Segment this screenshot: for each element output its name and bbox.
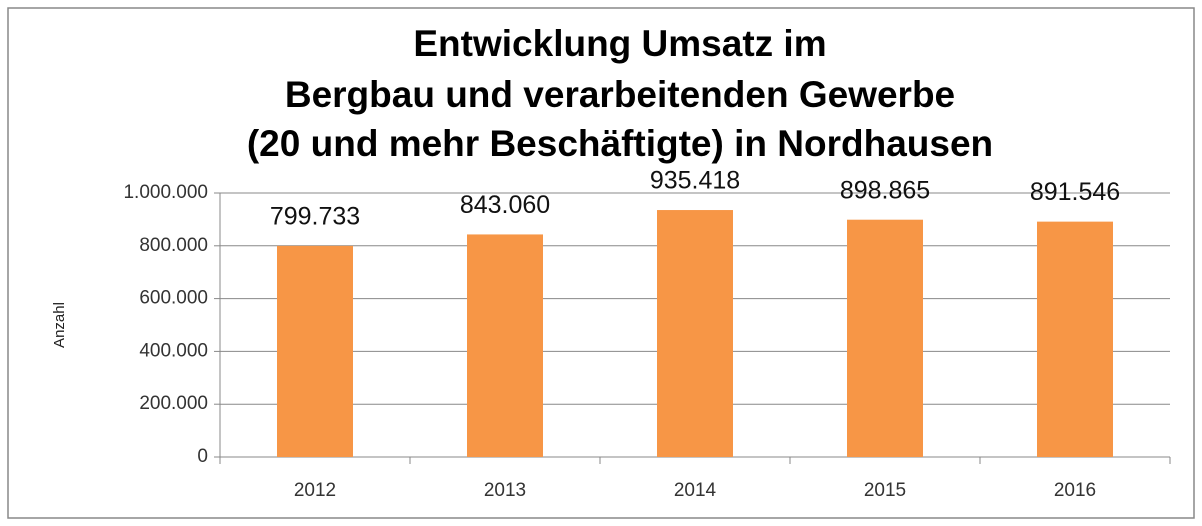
- bar: [847, 219, 923, 457]
- x-tick-label: 2013: [484, 480, 526, 501]
- y-tick-label: 1.000.000: [123, 182, 208, 203]
- chart-title: Entwicklung Umsatz im: [413, 23, 826, 64]
- y-tick-label: 600.000: [139, 288, 208, 309]
- y-tick-label: 0: [197, 446, 208, 467]
- data-label: 935.418: [650, 167, 740, 195]
- data-label: 891.546: [1030, 178, 1120, 206]
- y-tick-label: 400.000: [139, 340, 208, 361]
- y-tick-label: 200.000: [139, 393, 208, 414]
- chart-border: [7, 7, 1195, 519]
- y-axis-label: Anzahl: [51, 302, 68, 348]
- data-label: 843.060: [460, 191, 550, 219]
- bar: [277, 245, 353, 457]
- x-tick-label: 2016: [1054, 480, 1096, 501]
- bar: [1037, 221, 1113, 457]
- x-tick-label: 2015: [864, 480, 906, 501]
- chart-title: (20 und mehr Beschäftigte) in Nordhausen: [247, 123, 993, 164]
- y-tick-label: 800.000: [139, 235, 208, 256]
- chart-title: Bergbau und verarbeitenden Gewerbe: [285, 74, 955, 115]
- x-tick-label: 2014: [674, 480, 717, 501]
- data-label: 898.865: [840, 176, 930, 204]
- data-label: 799.733: [270, 202, 360, 230]
- bar: [657, 210, 733, 457]
- bar: [467, 234, 543, 457]
- x-tick-label: 2012: [294, 480, 336, 501]
